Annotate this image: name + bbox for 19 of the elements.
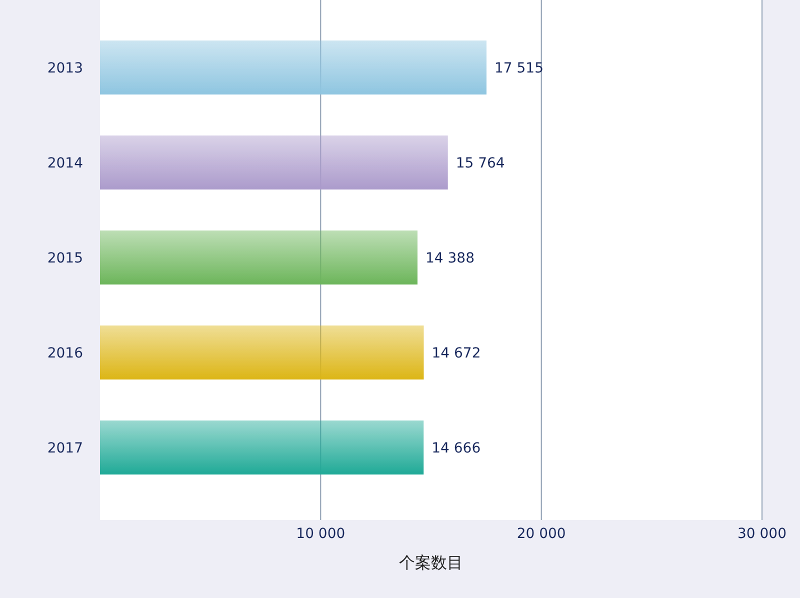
y-tick-label: 2015 [47,250,83,266]
bar [100,326,424,380]
data-label: 17 515 [494,60,544,76]
bar [100,136,448,190]
x-axis-title: 个案数目 [399,553,463,572]
y-tick-label: 2017 [47,440,83,456]
data-label: 14 672 [432,346,481,362]
y-tick-label: 2013 [47,60,83,76]
x-tick-label: 30 000 [738,526,786,542]
data-label: 15 764 [456,156,505,172]
data-label: 14 666 [432,440,481,456]
data-label: 14 388 [425,250,474,266]
x-tick-label: 10 000 [296,526,346,542]
bar [100,230,418,284]
x-tick-label: 20 000 [516,526,566,542]
bar [100,420,424,474]
y-tick-label: 2016 [47,346,84,362]
y-tick-label: 2014 [47,156,84,172]
bar [100,40,486,94]
